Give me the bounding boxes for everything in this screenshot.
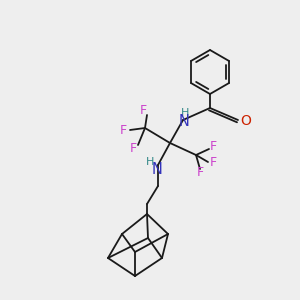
- Text: F: F: [209, 155, 217, 169]
- Text: F: F: [129, 142, 137, 154]
- Text: F: F: [119, 124, 127, 136]
- Text: F: F: [209, 140, 217, 152]
- Text: H: H: [146, 157, 154, 167]
- Text: N: N: [178, 113, 189, 128]
- Text: N: N: [152, 161, 162, 176]
- Text: F: F: [196, 167, 204, 179]
- Text: O: O: [241, 114, 251, 128]
- Text: F: F: [140, 104, 147, 118]
- Text: H: H: [181, 108, 189, 118]
